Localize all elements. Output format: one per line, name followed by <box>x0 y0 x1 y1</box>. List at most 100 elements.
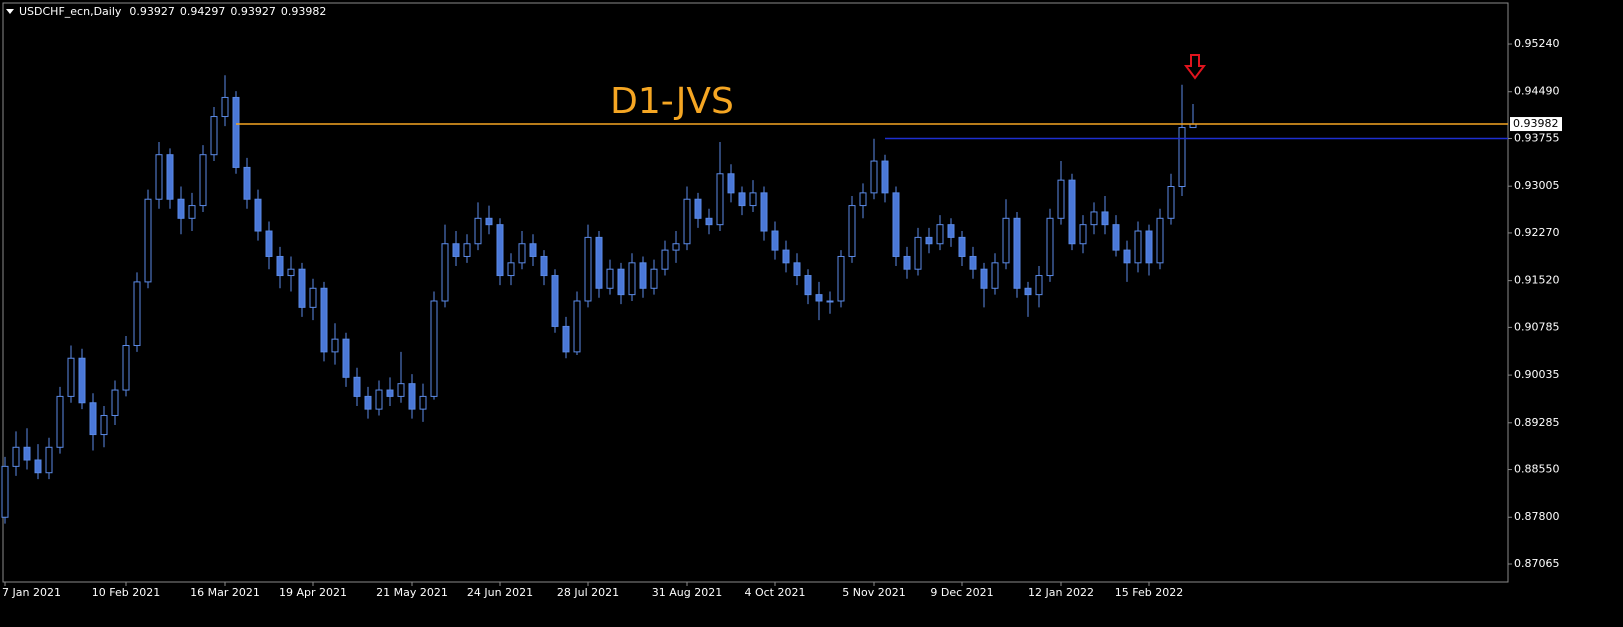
candle-body <box>353 376 361 397</box>
candle-body <box>672 243 680 251</box>
y-tick-label: 0.94490 <box>1514 85 1560 98</box>
candle-body <box>155 154 163 200</box>
candle-body <box>67 357 75 397</box>
price-label-box <box>1510 117 1562 132</box>
x-tick-label: 31 Aug 2021 <box>652 586 722 599</box>
candle-body <box>375 389 383 410</box>
candle-body <box>1 465 9 518</box>
candle-body <box>826 300 834 303</box>
open: 0.93927 <box>129 5 175 18</box>
menu-triangle[interactable] <box>6 9 14 14</box>
candle-body <box>1068 179 1076 245</box>
candle-body <box>595 236 603 289</box>
candle-body <box>573 300 581 353</box>
candle-body <box>419 395 427 410</box>
candle-body <box>969 255 977 270</box>
candle-body <box>265 230 273 257</box>
candle-body <box>408 383 416 410</box>
candle-body <box>650 268 658 289</box>
candle-body <box>166 154 174 200</box>
candle-body <box>1101 211 1109 226</box>
candle-body <box>430 300 438 397</box>
candle-body <box>1134 230 1142 264</box>
y-tick-label: 0.90785 <box>1514 320 1560 333</box>
candle-body <box>925 236 933 245</box>
candle-body <box>760 192 768 232</box>
candle-body <box>298 268 306 308</box>
candle-body <box>738 192 746 207</box>
candle-body <box>936 224 944 245</box>
candle-body <box>947 224 955 238</box>
candle-body <box>639 262 647 289</box>
candle-body <box>452 243 460 257</box>
candle-body <box>397 383 405 397</box>
candle-body <box>45 446 53 474</box>
candle-body <box>716 173 724 226</box>
y-tick-label: 0.87065 <box>1514 557 1560 570</box>
plot-frame <box>2 2 1509 583</box>
candle-body <box>617 268 625 296</box>
candle-body <box>837 255 845 302</box>
candle-body <box>551 275 559 327</box>
candle-body <box>1167 186 1175 219</box>
signal-arrow <box>1184 54 1206 80</box>
candle-body <box>1145 230 1153 264</box>
candle-body <box>771 230 779 251</box>
candle-body <box>254 198 262 232</box>
candle-body <box>958 236 966 257</box>
candle-body <box>89 402 97 436</box>
candle-body <box>1123 249 1131 264</box>
candle-body <box>56 395 64 448</box>
candle-body <box>364 395 372 410</box>
annotation: D1-JVS <box>610 81 734 122</box>
candle-body <box>815 294 823 302</box>
candle-body <box>881 160 889 194</box>
candle-body <box>892 192 900 257</box>
candle-body <box>1035 275 1043 296</box>
y-tick-label: 0.93755 <box>1514 131 1560 144</box>
x-tick-label: 9 Dec 2021 <box>930 586 993 599</box>
symbol: USDCHF_ecn,Daily <box>19 5 122 18</box>
x-tick-label: 28 Jul 2021 <box>557 586 619 599</box>
candle-body <box>606 268 614 289</box>
candle-body <box>199 154 207 207</box>
x-tick-label: 5 Nov 2021 <box>842 586 905 599</box>
x-tick-label: 15 Feb 2022 <box>1115 586 1183 599</box>
y-tick-label: 0.93005 <box>1514 179 1560 192</box>
candle-body <box>133 281 141 347</box>
candle-body <box>661 249 669 270</box>
candle-body <box>903 255 911 270</box>
candle-body <box>518 243 526 264</box>
candle-body <box>1112 224 1120 251</box>
x-tick-label: 19 Apr 2021 <box>279 586 347 599</box>
candle-body <box>320 287 328 353</box>
candle-body <box>1024 287 1032 296</box>
candle-body <box>859 192 867 207</box>
x-tick-label: 16 Mar 2021 <box>190 586 260 599</box>
close: 0.93982 <box>281 5 327 18</box>
candle-body <box>188 205 196 219</box>
candle-body <box>309 287 317 308</box>
candle-body <box>221 96 229 118</box>
candle-body <box>232 96 240 168</box>
candle-body <box>1057 179 1065 219</box>
candle-body <box>914 236 922 270</box>
candle-body <box>628 262 636 296</box>
y-tick-label: 0.87800 <box>1514 510 1560 523</box>
candle-body <box>584 236 592 302</box>
candle-body <box>727 173 735 194</box>
x-tick-label: 24 Jun 2021 <box>467 586 533 599</box>
y-tick-label: 0.89285 <box>1514 416 1560 429</box>
candle-body <box>463 243 471 257</box>
candle-body <box>804 275 812 296</box>
candle-body <box>991 262 999 289</box>
candle-body <box>474 217 482 245</box>
candle-body <box>111 389 119 416</box>
y-tick-label: 0.91520 <box>1514 274 1560 287</box>
candle-body <box>540 255 548 277</box>
candle-body <box>177 198 185 219</box>
y-tick-label: 0.90035 <box>1514 368 1560 381</box>
candle-body <box>243 166 251 200</box>
chart-title: USDCHF_ecn,Daily 0.93927 0.94297 0.93927 0.9… <box>19 5 326 18</box>
